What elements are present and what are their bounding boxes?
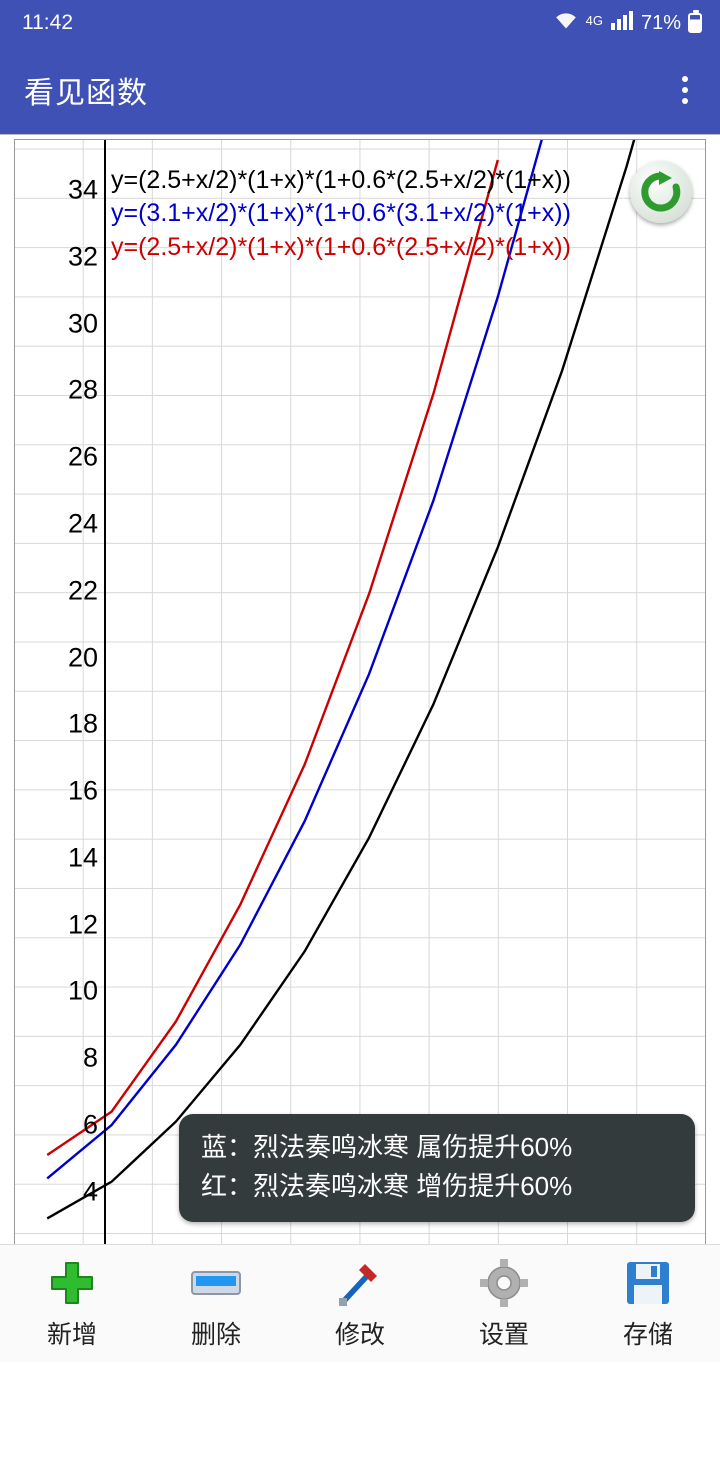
delete-button[interactable]: 删除	[144, 1257, 288, 1351]
status-bar: 11:42 4G 71%	[0, 0, 720, 46]
refresh-icon[interactable]	[630, 161, 692, 223]
settings-button-label: 设置	[478, 1320, 529, 1349]
chart-line	[46, 140, 636, 1220]
tools-icon	[335, 1257, 385, 1309]
annotation-line-blue: 蓝：烈法奏鸣冰寒 属伤提升60%	[201, 1132, 573, 1162]
y-tick-label: 10	[67, 975, 98, 1006]
modify-button-label: 修改	[334, 1320, 385, 1349]
delete-bar-icon	[190, 1257, 242, 1309]
status-time: 11:42	[22, 11, 73, 34]
page-title: 看见函数	[24, 77, 148, 110]
plus-icon	[47, 1257, 97, 1309]
y-tick-label: 30	[67, 308, 98, 339]
y-tick-label: 24	[67, 508, 98, 539]
y-tick-label: 16	[67, 775, 98, 806]
y-tick-label: 14	[67, 842, 98, 873]
y-tick-label: 20	[67, 642, 98, 673]
battery-icon	[688, 10, 702, 33]
formula-label-black: y=(2.5+x/2)*(1+x)*(1+0.6*(2.5+x/2)*(1+x)…	[111, 166, 571, 194]
formula-legend: y=(2.5+x/2)*(1+x)*(1+0.6*(2.5+x/2)*(1+x)…	[111, 164, 571, 264]
save-floppy-icon	[625, 1257, 671, 1309]
y-tick-label: 8	[82, 1042, 98, 1073]
annotation-line-red: 红：烈法奏鸣冰寒 增伤提升60%	[201, 1171, 573, 1201]
network-type-label: 4G	[585, 12, 603, 28]
chart-line	[46, 159, 499, 1156]
battery-percent-label: 71%	[640, 11, 681, 34]
modify-button[interactable]: 修改	[288, 1257, 432, 1351]
save-button[interactable]: 存储	[576, 1257, 720, 1351]
gear-icon	[479, 1257, 529, 1309]
y-tick-label: 12	[67, 909, 98, 940]
chart-line	[46, 140, 543, 1180]
bottom-toolbar: 新增 删除 修改	[0, 1244, 720, 1362]
settings-button[interactable]: 设置	[432, 1257, 576, 1351]
y-tick-label: 26	[67, 441, 98, 472]
y-axis-tick-labels: 0246810121416182022242628303234	[28, 140, 102, 1350]
formula-label-red: y=(2.5+x/2)*(1+x)*(1+0.6*(2.5+x/2)*(1+x)…	[111, 232, 571, 261]
y-tick-label: 22	[67, 575, 98, 606]
y-tick-label: 6	[82, 1109, 98, 1140]
save-button-label: 存储	[622, 1320, 673, 1349]
wifi-icon	[553, 10, 579, 36]
chart-curves	[46, 140, 636, 1220]
add-button[interactable]: 新增	[0, 1257, 144, 1351]
y-axis	[104, 140, 106, 1350]
y-tick-label: 4	[82, 1176, 98, 1207]
app-bar: 看见函数	[0, 46, 720, 134]
signal-icon	[610, 10, 634, 36]
kebab-menu-icon[interactable]	[672, 68, 698, 112]
y-tick-label: 18	[67, 708, 98, 739]
annotation-box: 蓝：烈法奏鸣冰寒 属伤提升60% 红：烈法奏鸣冰寒 增伤提升60%	[179, 1114, 695, 1222]
y-tick-label: 34	[67, 174, 98, 205]
delete-button-label: 删除	[190, 1320, 241, 1349]
y-tick-label: 28	[67, 374, 98, 405]
chart-area[interactable]: 0246810121416182022242628303234 -0.200.2…	[0, 134, 720, 1362]
add-button-label: 新增	[46, 1320, 97, 1349]
y-tick-label: 32	[67, 241, 98, 272]
function-plot[interactable]: 0246810121416182022242628303234 -0.200.2…	[14, 139, 706, 1351]
formula-label-blue: y=(3.1+x/2)*(1+x)*(1+0.6*(3.1+x/2)*(1+x)…	[111, 199, 571, 228]
